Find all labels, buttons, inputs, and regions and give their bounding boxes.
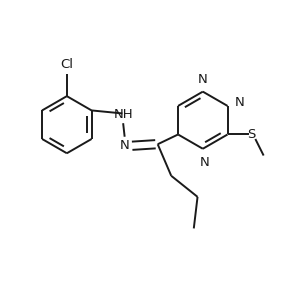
Text: NH: NH [113,108,133,121]
Text: N: N [199,156,209,169]
Text: N: N [198,72,208,86]
Text: S: S [247,128,255,141]
Text: N: N [234,96,244,109]
Text: N: N [120,139,129,152]
Text: Cl: Cl [60,58,73,70]
